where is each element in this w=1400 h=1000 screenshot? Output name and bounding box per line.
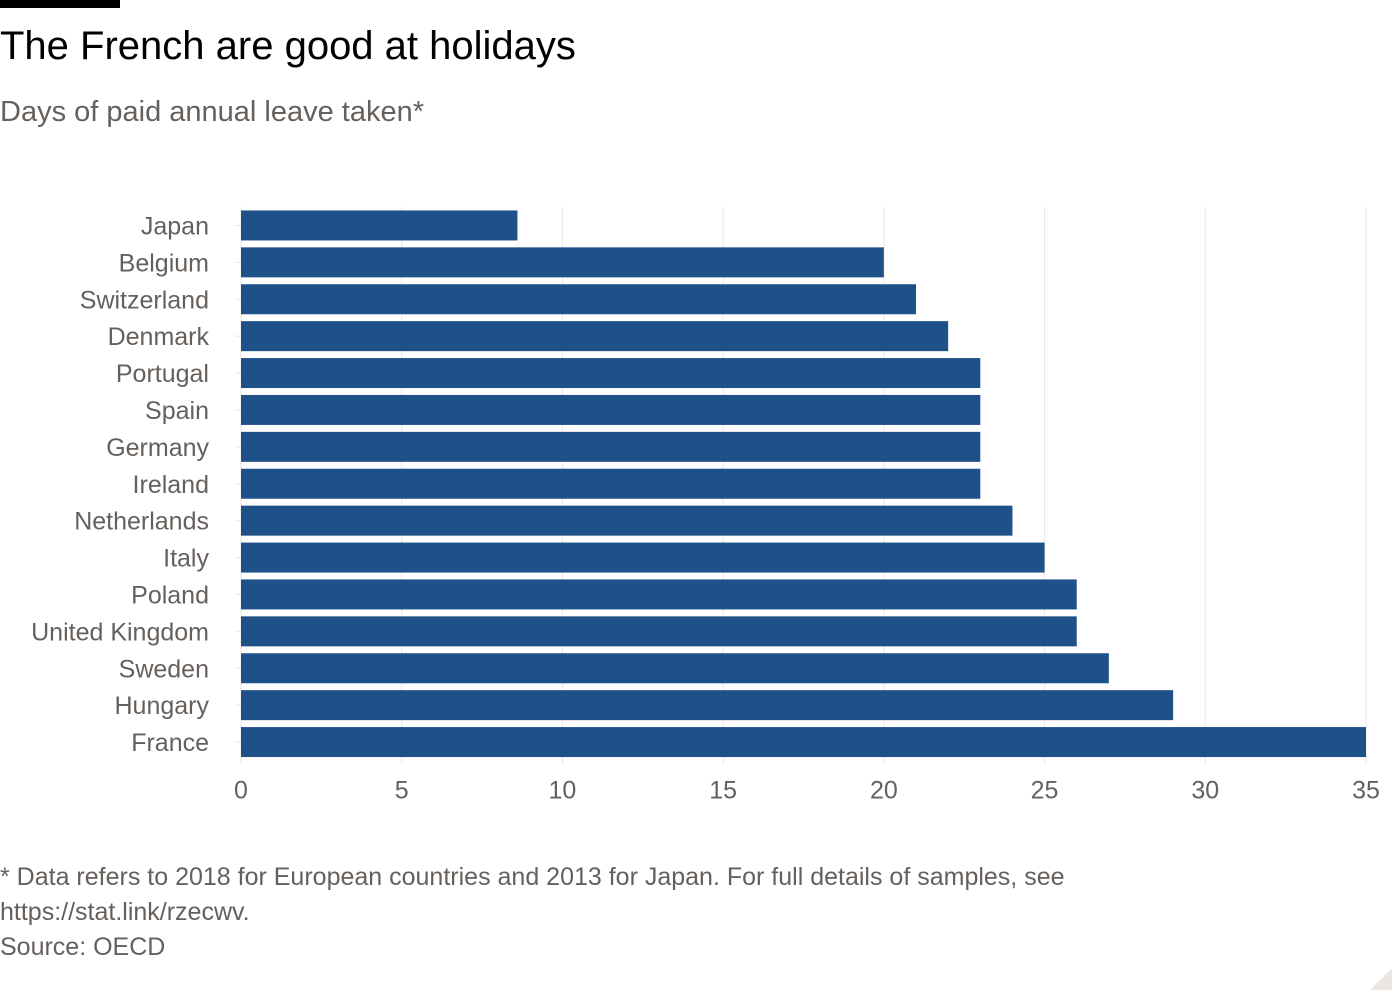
bar-chart: Japan Belgium Switzerland Denmark Portugal Sp…	[31, 207, 1380, 805]
x-tick-label: 20	[870, 777, 898, 805]
category-label: Belgium	[119, 249, 209, 277]
category-labels: Japan Belgium Switzerland Denmark Portugal Sp…	[31, 212, 209, 757]
footnote: * Data refers to 2018 for European count…	[0, 860, 1300, 965]
bar-hungary	[241, 690, 1174, 721]
category-label: France	[131, 729, 209, 757]
x-tick-label: 35	[1352, 777, 1380, 805]
category-label: Germany	[106, 434, 209, 462]
category-label: Denmark	[108, 323, 210, 351]
x-tick-label: 10	[549, 777, 577, 805]
chart-title: The French are good at holidays	[0, 24, 576, 68]
bar-ireland	[241, 468, 981, 499]
category-label: Portugal	[116, 360, 209, 388]
corner-fold-icon	[1370, 968, 1392, 990]
bars	[241, 210, 1366, 758]
footnote-link[interactable]: https://stat.link/rzecwv.	[0, 898, 250, 926]
bar-japan	[241, 210, 518, 241]
category-label: Poland	[131, 581, 209, 609]
category-label: Switzerland	[80, 286, 209, 314]
category-label: Japan	[141, 212, 209, 240]
category-label: Italy	[163, 545, 209, 573]
bar-germany	[241, 431, 981, 462]
bar-denmark	[241, 321, 949, 352]
bar-portugal	[241, 358, 981, 389]
category-label: Sweden	[119, 655, 209, 683]
category-label: Hungary	[115, 692, 210, 720]
bar-italy	[241, 542, 1045, 573]
x-tick-label: 5	[395, 777, 409, 805]
chart-subtitle: Days of paid annual leave taken*	[0, 96, 425, 128]
x-tick-label: 0	[234, 777, 248, 805]
x-tick-label: 25	[1031, 777, 1059, 805]
top-accent-bar	[0, 0, 120, 8]
bar-poland	[241, 579, 1077, 610]
category-label: Ireland	[133, 471, 209, 499]
bar-united-kingdom	[241, 616, 1077, 647]
x-axis-tick-labels: 0 5 10 15 20 25 30 35	[234, 777, 1380, 805]
bar-netherlands	[241, 505, 1013, 536]
category-label: United Kingdom	[31, 618, 209, 646]
bar-belgium	[241, 247, 884, 278]
category-label: Netherlands	[74, 508, 209, 536]
x-tick-label: 15	[709, 777, 737, 805]
category-label: Spain	[145, 397, 209, 425]
footnote-line-1: * Data refers to 2018 for European count…	[0, 863, 1065, 891]
source-note: Source: OECD	[0, 933, 166, 961]
bar-sweden	[241, 653, 1109, 684]
bar-france	[241, 727, 1366, 758]
bar-spain	[241, 394, 981, 425]
x-tick-label: 30	[1191, 777, 1219, 805]
bar-switzerland	[241, 284, 916, 315]
